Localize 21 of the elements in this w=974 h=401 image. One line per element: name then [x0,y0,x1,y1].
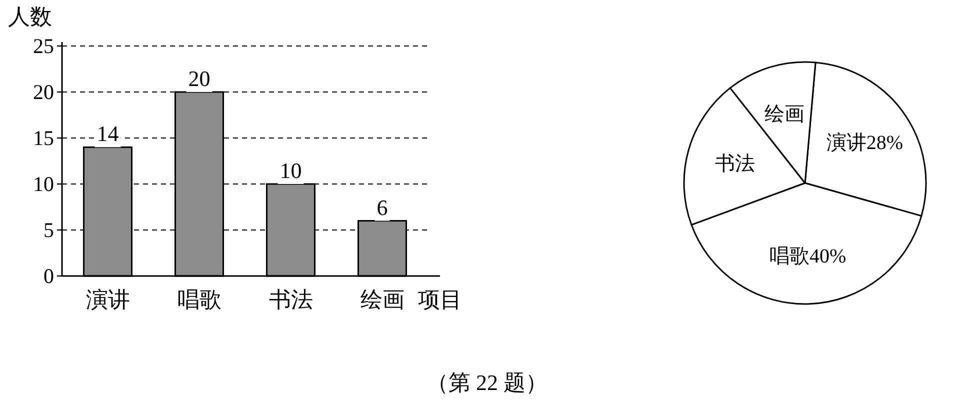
x-tick-label: 唱歌 [177,287,222,312]
x-tick-label: 绘画 [360,287,404,312]
x-axis-title: 项目 [418,287,462,312]
slice-label: 绘画 [764,103,804,126]
text: （第 22 题） [426,370,548,395]
x-tick-label: 演讲 [86,287,130,312]
slice-label: 唱歌40% [769,246,846,268]
slice-label: 书法 [715,153,756,176]
y-tick-label: 0 [44,264,54,288]
y-axis-title: 人数 [8,4,52,29]
data-label: 6 [376,194,388,220]
slice-label: 演讲28% [826,132,904,154]
y-tick-label: 25 [33,34,54,58]
y-tick-label: 5 [44,218,54,242]
y-tick-label: 15 [33,126,54,150]
data-label: 10 [280,158,302,183]
y-tick-label: 10 [33,172,54,196]
x-tick-label: 书法 [268,287,313,312]
data-label: 20 [188,66,210,91]
y-tick-label: 20 [33,80,54,104]
data-label: 14 [96,121,119,146]
